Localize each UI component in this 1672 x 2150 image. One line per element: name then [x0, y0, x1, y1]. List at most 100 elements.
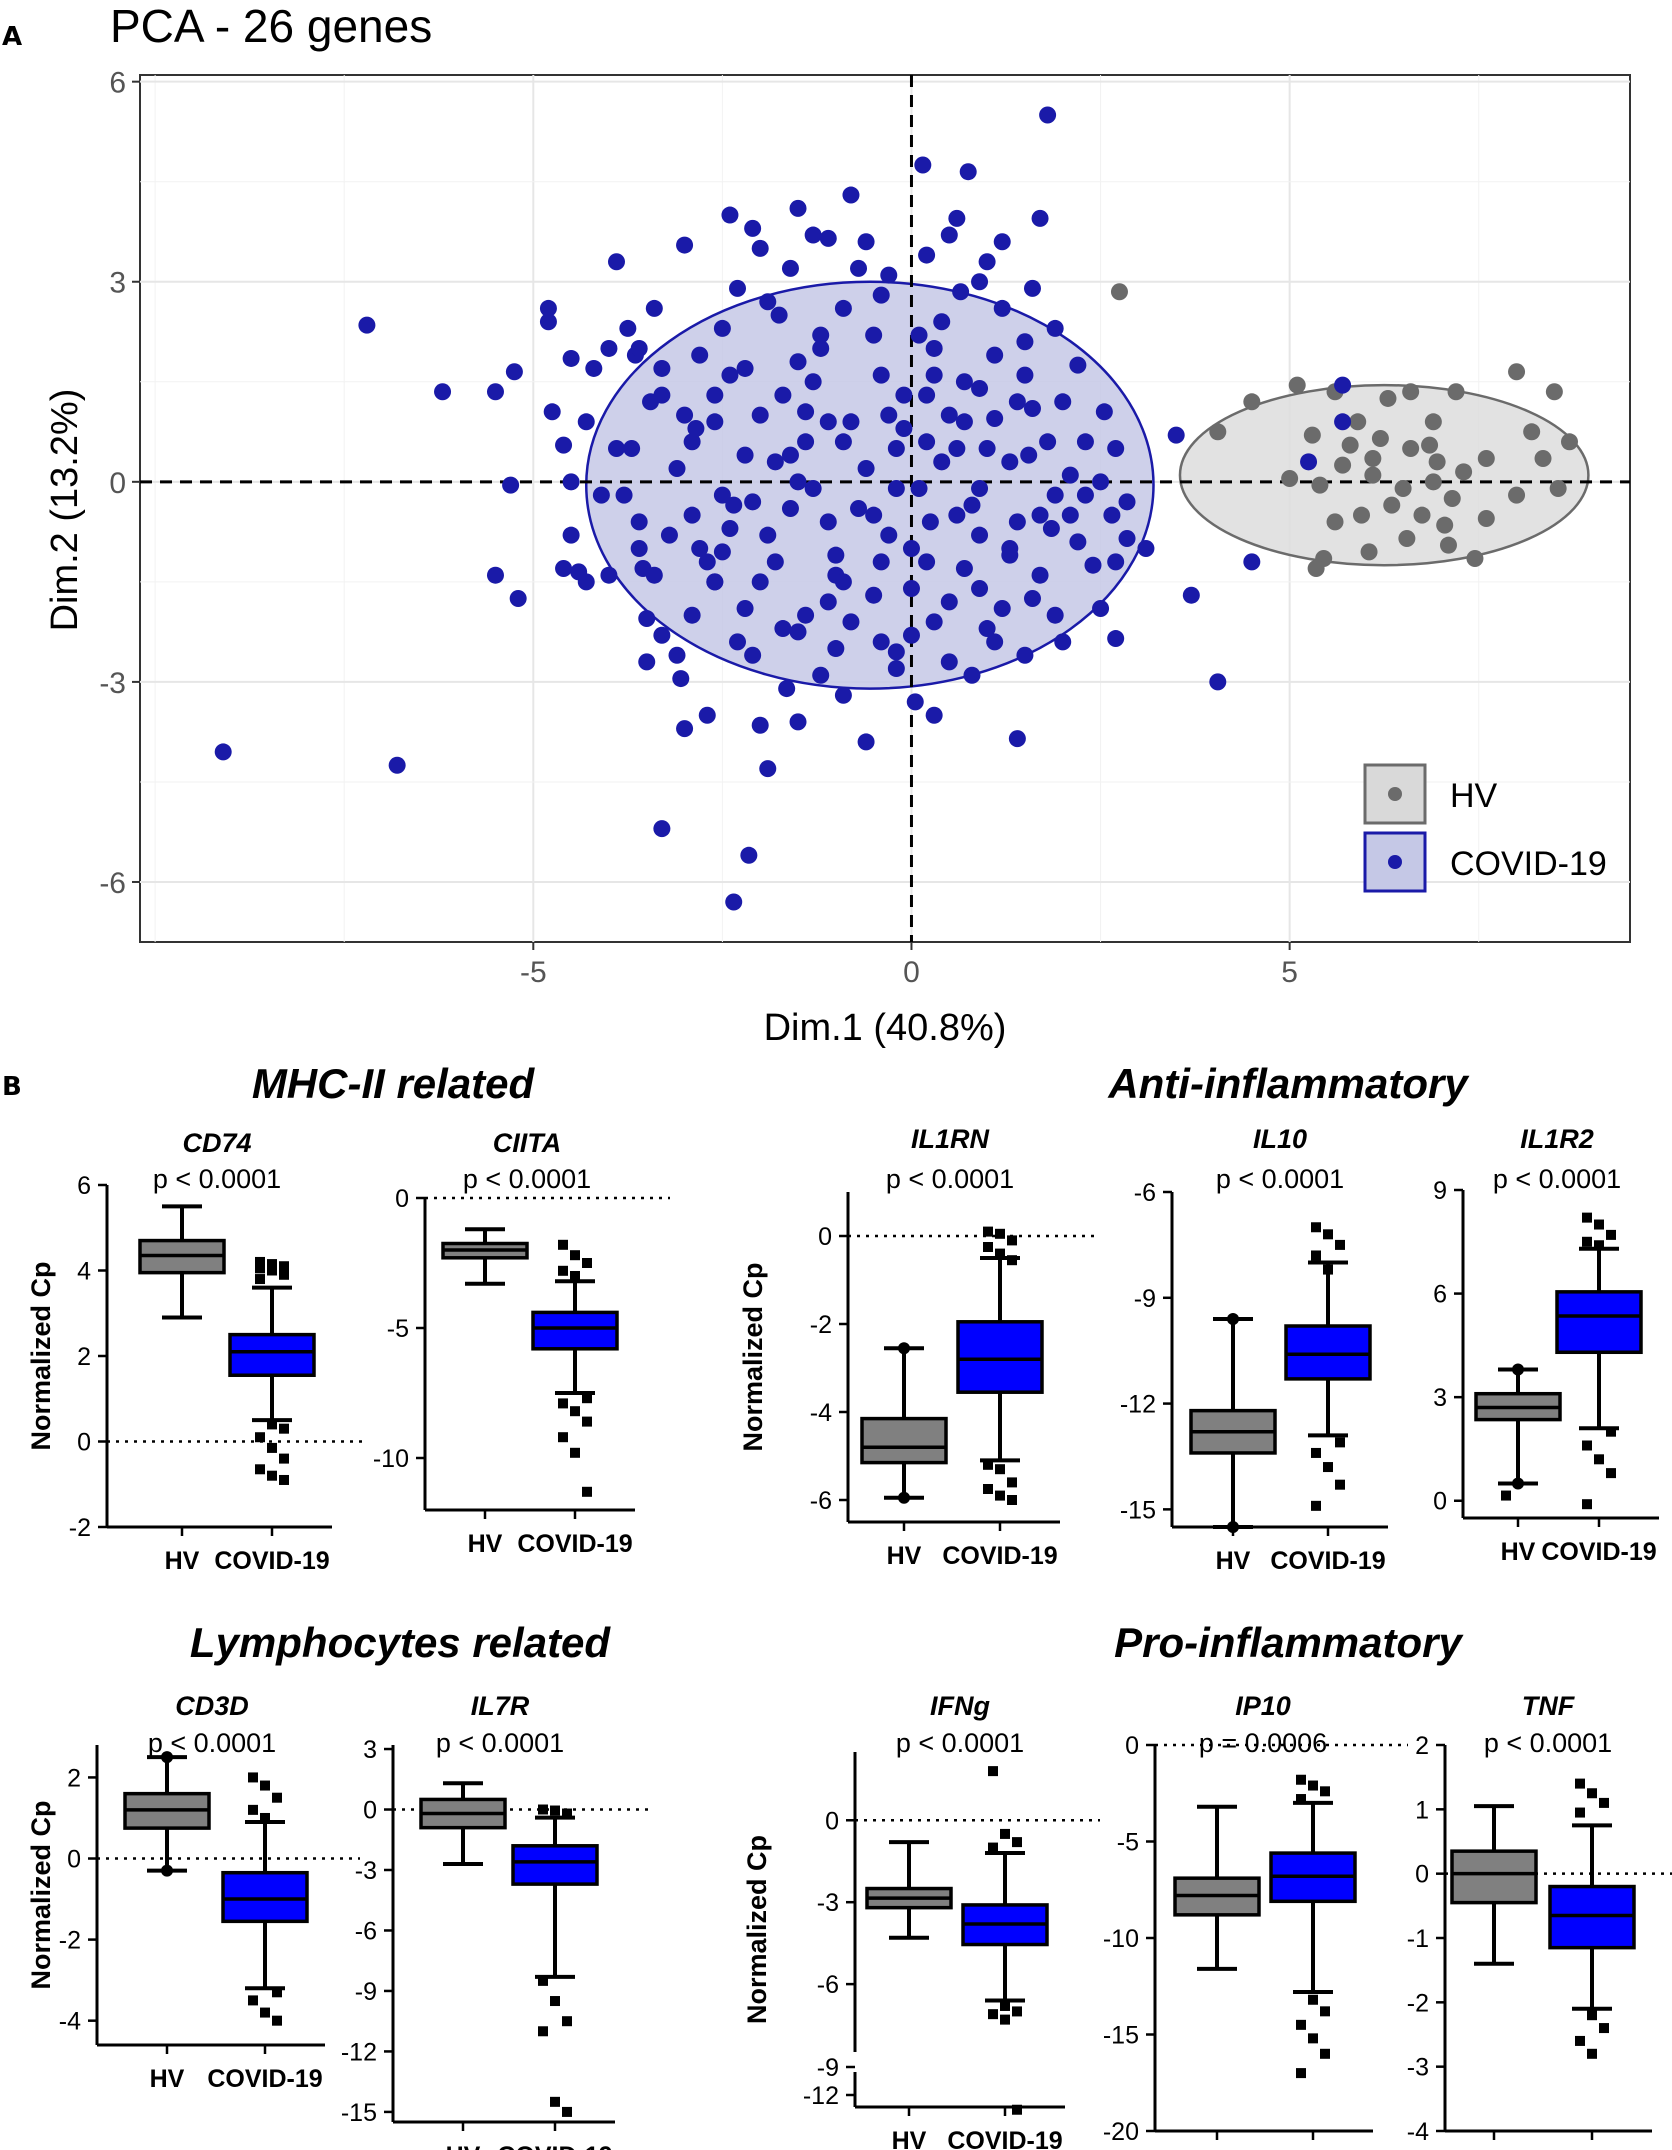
y-tick-label: 0 — [395, 1185, 409, 1213]
point-hv — [1436, 516, 1454, 534]
outlier-covid — [995, 1228, 1005, 1239]
outlier-covid — [1012, 1837, 1022, 1848]
outlier-covid — [570, 1447, 580, 1458]
point-covid — [713, 486, 731, 504]
y-tick-label: 4 — [77, 1258, 91, 1286]
point-covid — [600, 339, 618, 357]
point-covid — [706, 413, 724, 431]
point-hv — [1281, 469, 1299, 487]
point-covid — [555, 436, 573, 454]
point-covid — [1300, 453, 1318, 471]
point-covid — [812, 666, 830, 684]
point-covid — [1061, 506, 1079, 524]
point-covid — [986, 633, 1004, 651]
panel-a-letter: A — [2, 22, 22, 52]
point-covid — [872, 286, 890, 304]
point-covid — [789, 713, 807, 731]
outlier-covid — [255, 1256, 265, 1267]
point-covid — [834, 573, 852, 591]
point-covid — [955, 373, 973, 391]
outlier-covid — [995, 1490, 1005, 1501]
point-covid — [952, 283, 970, 301]
point-covid — [502, 476, 520, 494]
point-covid — [986, 346, 1004, 364]
point-covid — [676, 406, 694, 424]
box-covid — [228, 1332, 316, 1377]
point-hv — [1424, 413, 1442, 431]
outlier-covid — [988, 2009, 998, 2020]
point-covid — [676, 720, 694, 738]
point-covid — [1209, 673, 1227, 691]
point-hv — [1508, 486, 1526, 504]
y-tick-label: 3 — [363, 1736, 377, 1764]
point-covid — [993, 233, 1011, 251]
x-category-label: COVID-19 — [1541, 1538, 1656, 1566]
point-covid — [925, 366, 943, 384]
point-hv — [1549, 479, 1567, 497]
confidence-ellipse-covid — [584, 280, 1155, 690]
point-covid — [486, 566, 504, 584]
p-value-label: p < 0.0001 — [1493, 1164, 1621, 1194]
x-category-label: HV — [892, 2127, 927, 2150]
outlier-covid — [995, 1248, 1005, 1259]
y-tick-label: -6 — [99, 867, 126, 900]
point-covid — [638, 610, 656, 628]
point-covid — [740, 846, 758, 864]
outlier-covid — [267, 1259, 277, 1270]
outlier-covid — [1606, 1229, 1616, 1240]
y-tick-label: -10 — [373, 1445, 409, 1473]
x-category-label: HV — [150, 2065, 185, 2093]
gene-title: IL10 — [1253, 1124, 1307, 1154]
point-covid — [759, 526, 777, 544]
point-hv — [1523, 423, 1541, 441]
y-tick-label: -9 — [817, 2054, 839, 2082]
box-covid — [511, 1844, 599, 1886]
point-hv — [1455, 463, 1473, 481]
point-covid — [706, 386, 724, 404]
outlier-covid — [562, 2106, 572, 2117]
point-covid — [1107, 439, 1125, 457]
point-covid — [887, 479, 905, 497]
outlier-covid — [1007, 1495, 1017, 1505]
x-category-label: COVID-19 — [214, 1547, 329, 1575]
point-covid — [543, 403, 561, 421]
point-hv — [1413, 506, 1431, 524]
point-covid — [819, 229, 837, 247]
outlier-covid — [272, 1792, 282, 1803]
p-value-label: p < 0.0001 — [896, 1728, 1024, 1758]
point-covid — [1118, 530, 1136, 548]
point-covid — [1103, 506, 1121, 524]
point-covid — [1118, 493, 1136, 511]
point-covid — [388, 756, 406, 774]
y-tick-label: 3 — [109, 267, 126, 300]
boxplot-ciita: 0 -5 -10 HV COVID-19 CIITA p < 0.0001 — [373, 1128, 670, 1558]
x-tick-label: 5 — [1281, 956, 1298, 989]
outlier-covid — [570, 1250, 580, 1261]
point-hv — [1307, 560, 1325, 578]
point-covid — [910, 326, 928, 344]
point-covid — [1054, 393, 1072, 411]
outlier-covid — [995, 1464, 1005, 1475]
outlier-covid — [1308, 1780, 1318, 1791]
point-covid — [910, 479, 928, 497]
point-covid — [1016, 333, 1034, 351]
point-hv — [1349, 413, 1367, 431]
point-covid — [933, 313, 951, 331]
point-covid — [986, 409, 1004, 427]
point-covid — [706, 573, 724, 591]
outlier-covid — [1000, 2000, 1010, 2011]
point-covid — [562, 349, 580, 367]
outlier-covid — [983, 1226, 993, 1237]
point-covid — [721, 206, 739, 224]
point-covid — [1243, 553, 1261, 571]
point-covid — [933, 453, 951, 471]
point-covid — [834, 433, 852, 451]
outlier-covid — [1320, 2048, 1330, 2059]
point-covid — [1001, 453, 1019, 471]
point-covid — [505, 363, 523, 381]
outlier-covid — [570, 1406, 580, 1417]
point-hv — [1379, 389, 1397, 407]
y-tick-label: 2 — [67, 1764, 81, 1792]
